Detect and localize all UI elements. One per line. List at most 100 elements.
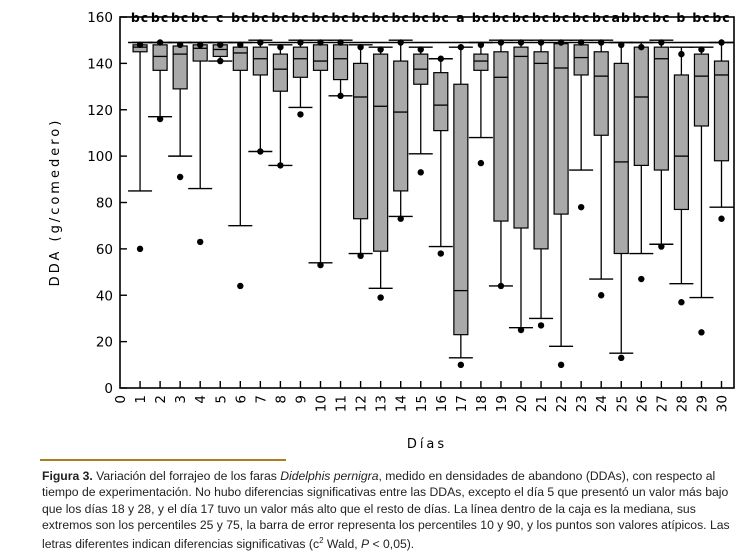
outlier-point [357, 252, 364, 260]
y-tick-label: 20 [96, 335, 113, 351]
x-tick-label: 8 [273, 395, 289, 404]
box-day-28 [669, 46, 694, 306]
box-day-20 [509, 39, 533, 334]
outlier-point [557, 39, 565, 46]
outlier-point [176, 41, 184, 49]
boxes-layer [128, 39, 734, 369]
outlier-point [257, 148, 264, 155]
outlier-point [457, 361, 465, 369]
iqr-box [433, 72, 449, 132]
x-tick-label: 13 [374, 395, 390, 412]
x-axis: 0 1 2 3 4 5 6 7 8 9 10 11 12 13 14 15 16 17 18 19 20 21 22 23 24… [113, 381, 731, 412]
letter-label: bc [392, 10, 410, 25]
box-day-17 [448, 43, 473, 369]
x-tick-label: 30 [715, 395, 731, 412]
outlier-point [658, 243, 665, 250]
box-day-22 [549, 39, 574, 369]
outlier-point [698, 46, 705, 53]
y-tick-label: 40 [96, 288, 113, 304]
outlier-point [317, 261, 324, 269]
box-day-19 [488, 39, 513, 290]
outlier-point [457, 43, 465, 51]
x-tick-label: 20 [514, 395, 530, 412]
outlier-point [297, 111, 304, 118]
letter-label: bc [271, 10, 289, 25]
x-tick-label: 7 [253, 395, 269, 404]
letter-label: bc [532, 10, 550, 25]
x-tick-label: 23 [574, 395, 590, 412]
iqr-box [272, 53, 288, 92]
x-tick-label: 19 [494, 395, 510, 412]
iqr-box [633, 46, 649, 166]
letter-label: bc [171, 10, 189, 25]
iqr-box [332, 44, 349, 81]
outlier-point [577, 39, 585, 46]
iqr-box [312, 44, 329, 71]
y-axis-label: DDA (g/comedero) [48, 118, 63, 287]
caption-divider [40, 459, 286, 461]
iqr-box [152, 44, 168, 71]
outlier-point [638, 275, 645, 283]
x-tick-label: 10 [314, 395, 330, 412]
iqr-box [553, 43, 569, 215]
letter-label: bc [692, 10, 710, 25]
outlier-point [517, 39, 525, 46]
x-tick-label: 14 [394, 395, 410, 412]
outlier-point [377, 294, 384, 301]
letter-label: ab [612, 10, 631, 25]
outlier-point [497, 39, 505, 46]
x-tick-label: 21 [534, 395, 550, 412]
box-day-25 [609, 41, 634, 362]
box-day-29 [689, 46, 714, 336]
box-day-18 [468, 41, 493, 167]
x-tick-label: 5 [213, 395, 229, 404]
outlier-point [337, 92, 344, 100]
outlier-point [678, 299, 685, 306]
letter-label: a [456, 10, 465, 25]
y-tick-label: 120 [87, 103, 113, 119]
outlier-point [678, 50, 685, 58]
outlier-point [297, 39, 304, 46]
letter-label: bc [291, 10, 309, 25]
iqr-box [453, 83, 469, 336]
letter-label: bc [432, 10, 450, 25]
box-day-7 [248, 39, 273, 155]
letter-label: bc [412, 10, 430, 25]
iqr-box [613, 62, 629, 255]
outlier-point [437, 250, 444, 257]
outlier-point [477, 159, 485, 167]
outlier-point [217, 41, 224, 49]
x-tick-label: 26 [634, 395, 650, 412]
x-tick-label: 16 [434, 395, 450, 412]
letter-label: bc [231, 10, 249, 25]
box-day-6 [228, 41, 253, 290]
outlier-point [618, 41, 625, 49]
x-tick-label: 24 [594, 395, 610, 412]
outlier-point [397, 39, 404, 46]
x-tick-label: 25 [614, 395, 630, 412]
letter-label: bc [572, 10, 590, 25]
box-day-2 [148, 39, 173, 123]
outlier-point [136, 41, 144, 49]
iqr-box [713, 60, 730, 162]
figure-caption: Figura 3. Variación del forrajeo de los … [42, 468, 737, 553]
iqr-box [353, 62, 369, 220]
caption-p-symbol: P [361, 537, 370, 552]
outlier-point [537, 39, 545, 46]
box-day-30 [709, 39, 734, 222]
outlier-point [377, 46, 384, 53]
box-day-16 [428, 55, 453, 257]
y-tick-label: 60 [96, 242, 113, 258]
box-day-13 [368, 46, 393, 301]
letter-label: bc [311, 10, 329, 25]
x-tick-label: 9 [293, 395, 309, 404]
letter-label: bc [351, 10, 369, 25]
x-tick-label: 1 [133, 395, 149, 404]
y-tick-label: 80 [96, 196, 113, 212]
outlier-point [357, 43, 364, 51]
outlier-point [698, 329, 705, 336]
box-day-3 [168, 41, 193, 181]
iqr-box [513, 46, 529, 229]
iqr-box [693, 53, 710, 127]
outlier-point [337, 39, 344, 46]
